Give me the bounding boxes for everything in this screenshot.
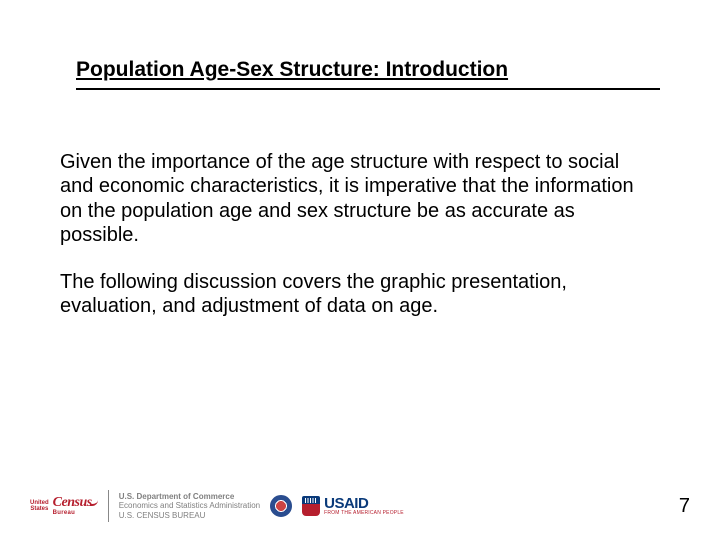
usaid-logo: USAID FROM THE AMERICAN PEOPLE bbox=[302, 496, 404, 516]
usaid-main: USAID bbox=[324, 496, 404, 511]
usaid-sub: FROM THE AMERICAN PEOPLE bbox=[324, 511, 404, 516]
census-main-inner: Census bbox=[53, 495, 92, 510]
slide-title: Population Age-Sex Structure: Introducti… bbox=[76, 58, 660, 82]
footer: United States Census Bureau U.S. Departm… bbox=[30, 490, 690, 522]
census-swoosh-icon bbox=[90, 498, 98, 506]
usaid-shield-icon bbox=[302, 496, 320, 516]
census-wordmark: Census Bureau bbox=[53, 496, 98, 516]
doc-line-2: Economics and Statistics Administration bbox=[119, 501, 260, 510]
seal-icon bbox=[270, 495, 292, 517]
census-bureau-text: Bureau bbox=[53, 510, 98, 516]
census-united-states: United States bbox=[30, 500, 49, 512]
doc-line-3: U.S. CENSUS BUREAU bbox=[119, 511, 260, 520]
census-states: States bbox=[30, 506, 48, 512]
body-block: Given the importance of the age structur… bbox=[60, 150, 650, 340]
dept-commerce-block: U.S. Department of Commerce Economics an… bbox=[119, 492, 260, 520]
logo-divider bbox=[108, 490, 109, 522]
slide: Population Age-Sex Structure: Introducti… bbox=[0, 0, 720, 540]
doc-line-1: U.S. Department of Commerce bbox=[119, 492, 260, 501]
paragraph-1: Given the importance of the age structur… bbox=[60, 150, 650, 248]
page-number: 7 bbox=[679, 495, 690, 518]
census-logo: United States Census Bureau bbox=[30, 496, 98, 516]
paragraph-2: The following discussion covers the grap… bbox=[60, 270, 650, 319]
logo-row: United States Census Bureau U.S. Departm… bbox=[30, 490, 404, 522]
title-block: Population Age-Sex Structure: Introducti… bbox=[76, 58, 660, 90]
census-main-text: Census bbox=[53, 496, 98, 510]
title-underline-rule bbox=[76, 88, 660, 90]
usaid-text: USAID FROM THE AMERICAN PEOPLE bbox=[324, 496, 404, 516]
